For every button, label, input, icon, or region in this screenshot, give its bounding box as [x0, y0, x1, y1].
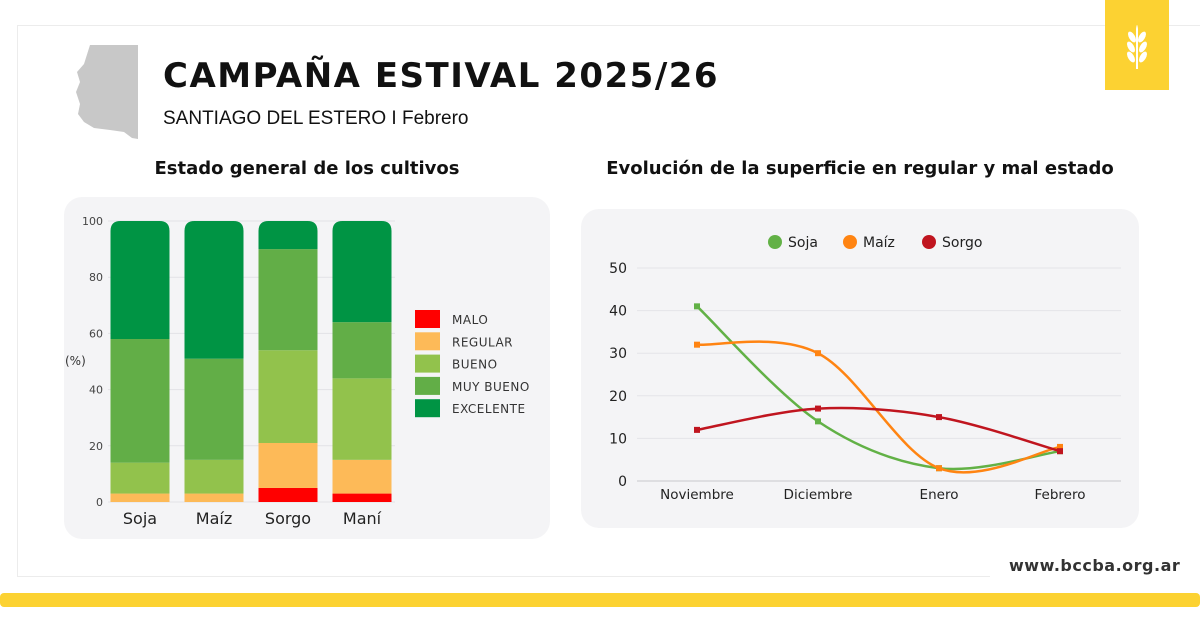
bar-segment-excelente	[184, 221, 244, 359]
y-tick-label: 100	[82, 215, 103, 228]
bar-segment-bueno	[258, 350, 318, 443]
legend-label: Sorgo	[942, 235, 982, 251]
y-tick-label: 30	[609, 346, 627, 362]
page-title: CAMPAÑA ESTIVAL 2025/26	[163, 56, 720, 96]
data-point	[815, 350, 821, 357]
y-tick-label: 40	[89, 384, 103, 397]
bar-segment-regular	[110, 493, 170, 502]
bar-segment-muy-bueno	[332, 322, 392, 379]
y-tick-label: 50	[609, 261, 627, 277]
bar-chart-title: Estado general de los cultivos	[154, 158, 460, 179]
y-tick-label: 20	[609, 389, 627, 405]
line-chart-panel	[581, 209, 1139, 528]
bar-segment-malo	[332, 493, 392, 502]
legend-label: BUENO	[452, 358, 498, 372]
y-tick-label: 10	[609, 431, 627, 447]
x-tick-label: Maní	[343, 509, 382, 528]
y-tick-label: 60	[89, 327, 103, 340]
legend-label: Maíz	[863, 235, 895, 251]
website-url[interactable]: www.bccba.org.ar	[990, 548, 1200, 584]
data-point	[1057, 448, 1063, 455]
legend-swatch	[415, 310, 440, 328]
bar-segment-malo	[258, 487, 318, 502]
series-line-maíz	[696, 340, 1061, 474]
legend-label: EXCELENTE	[452, 402, 526, 416]
bar-segment-regular	[258, 442, 318, 488]
bar-segment-bueno	[332, 378, 392, 460]
legend-marker	[922, 235, 936, 249]
x-tick-label: Febrero	[1035, 487, 1086, 503]
legend-swatch	[415, 332, 440, 351]
wheat-icon	[1127, 25, 1147, 69]
bar-stack	[332, 221, 392, 502]
bar-segment-bueno	[110, 462, 170, 494]
bar-segment-regular	[184, 493, 244, 502]
legend-swatch	[415, 376, 440, 395]
footer-bar	[0, 593, 1200, 607]
legend-label: MALO	[452, 313, 488, 327]
bar-stack	[110, 221, 170, 502]
y-axis-label: (%)	[65, 354, 86, 368]
series-line-soja	[696, 305, 1061, 471]
legend-label: MUY BUENO	[452, 380, 530, 394]
data-point	[815, 418, 821, 425]
y-tick-label: 20	[89, 440, 103, 453]
content-frame	[17, 25, 1200, 577]
x-tick-label: Maíz	[196, 509, 232, 528]
data-point	[694, 303, 700, 310]
x-tick-label: Sorgo	[265, 509, 311, 528]
bar-stack	[258, 221, 318, 502]
x-tick-label: Soja	[123, 509, 157, 528]
series-line-sorgo	[696, 406, 1061, 453]
data-point	[694, 426, 700, 433]
bar-segment-excelente	[110, 221, 170, 340]
x-tick-label: Noviembre	[660, 487, 734, 503]
x-tick-label: Enero	[920, 487, 959, 503]
data-point	[694, 341, 700, 348]
bar-segment-excelente	[258, 221, 318, 250]
data-point	[936, 465, 942, 472]
legend-label: Soja	[788, 235, 818, 251]
bar-segment-muy-bueno	[184, 358, 244, 460]
bar-stack	[184, 221, 244, 502]
data-point	[1057, 443, 1063, 450]
page-subtitle: SANTIAGO DEL ESTERO I Febrero	[163, 108, 469, 129]
data-point	[815, 405, 821, 412]
y-tick-label: 40	[609, 304, 627, 320]
line-chart-title: Evolución de la superficie en regular y …	[606, 158, 1114, 179]
legend-swatch	[415, 354, 440, 373]
brand-logo	[1105, 0, 1169, 90]
bar-segment-bueno	[184, 459, 244, 494]
legend-marker	[843, 235, 857, 249]
bar-segment-excelente	[332, 221, 392, 323]
y-tick-label: 0	[618, 474, 627, 490]
bar-segment-muy-bueno	[258, 249, 318, 351]
legend-label: REGULAR	[452, 335, 513, 349]
bar-segment-regular	[332, 459, 392, 494]
legend-swatch	[415, 399, 440, 418]
data-point	[936, 414, 942, 421]
y-tick-label: 0	[96, 496, 103, 509]
bar-segment-muy-bueno	[110, 339, 170, 463]
y-tick-label: 80	[89, 271, 103, 284]
legend-marker	[768, 235, 782, 249]
x-tick-label: Diciembre	[784, 487, 853, 503]
province-map-icon	[76, 45, 138, 139]
